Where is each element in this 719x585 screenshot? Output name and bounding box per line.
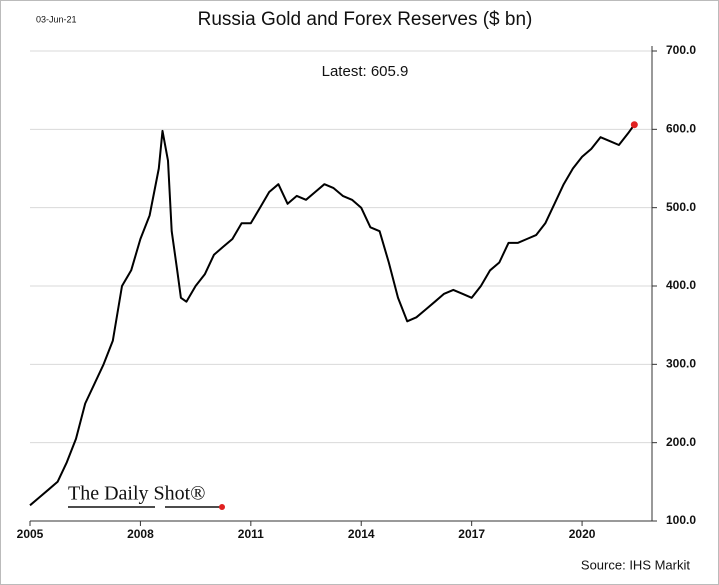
x-tick-label: 2017	[458, 527, 485, 541]
x-tick-label: 2011	[238, 527, 264, 541]
x-tick-label: 2005	[17, 527, 44, 541]
y-tick-label: 500.0	[666, 200, 696, 214]
x-tick-label: 2014	[348, 527, 375, 541]
annotation: Latest: 605.9	[322, 63, 409, 80]
latest-point	[630, 121, 638, 129]
logo: The Daily Shot®	[68, 483, 205, 505]
logo-dot	[219, 504, 225, 510]
source: Source: IHS Markit	[581, 557, 690, 572]
y-tick-label: 600.0	[666, 122, 696, 136]
y-tick-label: 700.0	[666, 43, 696, 57]
series-line	[29, 124, 636, 507]
x-tick-label: 2008	[127, 527, 154, 541]
y-tick-label: 200.0	[666, 435, 696, 449]
y-tick-label: 300.0	[666, 357, 696, 371]
date-label: 03-Jun-21	[36, 14, 77, 24]
chart-title: Russia Gold and Forex Reserves ($ bn)	[198, 9, 533, 30]
y-tick-label: 400.0	[666, 278, 696, 292]
x-tick-label: 2020	[569, 527, 596, 541]
y-tick-label: 100.0	[666, 513, 696, 527]
